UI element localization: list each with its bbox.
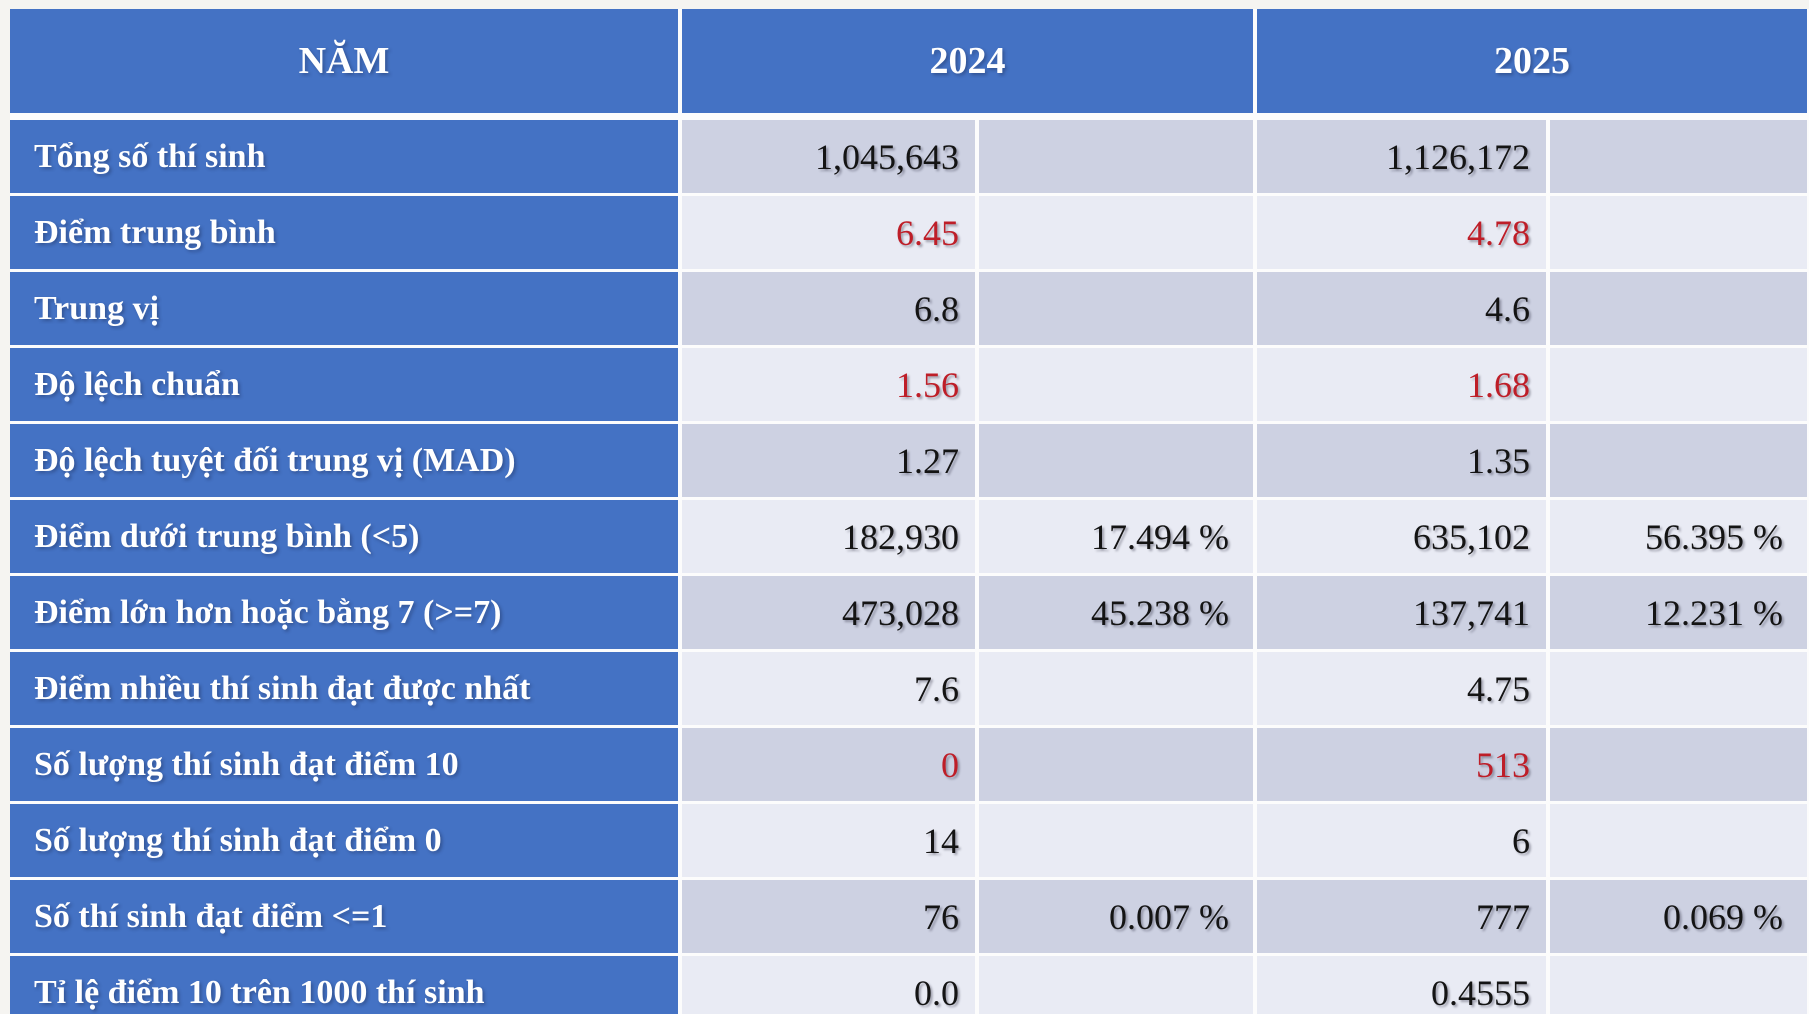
exam-statistics-table: NĂM 2024 2025 Tổng số thí sinh 1,045,643 1…: [10, 9, 1809, 1014]
table-row: Tỉ lệ điểm 10 trên 1000 thí sinh 0.0 0.455…: [10, 954, 1809, 1014]
percent-2025: [1548, 802, 1809, 880]
header-row: NĂM 2024 2025: [10, 9, 1809, 120]
percent-2024: 45.238 %: [977, 574, 1257, 652]
row-label: Tổng số thí sinh: [10, 116, 682, 196]
percent-2024: [977, 802, 1257, 880]
percent-2024: 17.494 %: [977, 498, 1257, 576]
row-label: Điểm lớn hơn hoặc bằng 7 (>=7): [10, 574, 682, 652]
percent-2024: [977, 422, 1257, 500]
value-2024: 1.56: [680, 346, 979, 424]
value-2024: 6.45: [680, 194, 979, 272]
percent-2025: [1548, 422, 1809, 500]
percent-2025: [1548, 346, 1809, 424]
percent-2025: [1548, 194, 1809, 272]
value-2025: 4.78: [1255, 194, 1550, 272]
value-2025: 137,741: [1255, 574, 1550, 652]
value-2025: 0.4555: [1255, 954, 1550, 1014]
table-header: NĂM 2024 2025: [10, 9, 1809, 120]
row-label: Điểm dưới trung bình (<5): [10, 498, 682, 576]
percent-2024: [977, 116, 1257, 196]
header-cell-2024: 2024: [680, 9, 1257, 120]
value-2025: 1.35: [1255, 422, 1550, 500]
value-2025: 513: [1255, 726, 1550, 804]
value-2024: 1,045,643: [680, 116, 979, 196]
value-2025: 6: [1255, 802, 1550, 880]
percent-2024: [977, 346, 1257, 424]
percent-2025: [1548, 726, 1809, 804]
table-row: Điểm trung bình 6.45 4.78: [10, 194, 1809, 272]
value-2024: 14: [680, 802, 979, 880]
percent-2025: 56.395 %: [1548, 498, 1809, 576]
table-row: Độ lệch tuyệt đối trung vị (MAD) 1.27 1.35: [10, 422, 1809, 500]
table-body: Tổng số thí sinh 1,045,643 1,126,172 Điểm t…: [10, 116, 1809, 1014]
table-row: Điểm lớn hơn hoặc bằng 7 (>=7) 473,028 45.…: [10, 574, 1809, 652]
value-2024: 76: [680, 878, 979, 956]
row-label: Số thí sinh đạt điểm <=1: [10, 878, 682, 956]
value-2025: 1,126,172: [1255, 116, 1550, 196]
header-cell-year: NĂM: [10, 9, 682, 120]
value-2024: 0: [680, 726, 979, 804]
value-2024: 473,028: [680, 574, 979, 652]
row-label: Điểm trung bình: [10, 194, 682, 272]
table-row: Tổng số thí sinh 1,045,643 1,126,172: [10, 116, 1809, 196]
table-row: Số thí sinh đạt điểm <=1 76 0.007 % 777 0.06…: [10, 878, 1809, 956]
percent-2024: [977, 194, 1257, 272]
percent-2024: [977, 954, 1257, 1014]
table-row: Trung vị 6.8 4.6: [10, 270, 1809, 348]
percent-2024: [977, 270, 1257, 348]
table-row: Điểm dưới trung bình (<5) 182,930 17.494 %…: [10, 498, 1809, 576]
value-2024: 7.6: [680, 650, 979, 728]
value-2024: 0.0: [680, 954, 979, 1014]
row-label: Số lượng thí sinh đạt điểm 0: [10, 802, 682, 880]
row-label: Tỉ lệ điểm 10 trên 1000 thí sinh: [10, 954, 682, 1014]
header-cell-2025: 2025: [1255, 9, 1809, 120]
value-2025: 4.6: [1255, 270, 1550, 348]
value-2025: 1.68: [1255, 346, 1550, 424]
value-2025: 635,102: [1255, 498, 1550, 576]
percent-2024: [977, 726, 1257, 804]
percent-2024: 0.007 %: [977, 878, 1257, 956]
value-2025: 4.75: [1255, 650, 1550, 728]
table-row: Số lượng thí sinh đạt điểm 0 14 6: [10, 802, 1809, 880]
value-2024: 1.27: [680, 422, 979, 500]
row-label: Điểm nhiều thí sinh đạt được nhất: [10, 650, 682, 728]
table-row: Số lượng thí sinh đạt điểm 10 0 513: [10, 726, 1809, 804]
percent-2025: 12.231 %: [1548, 574, 1809, 652]
percent-2025: 0.069 %: [1548, 878, 1809, 956]
percent-2025: [1548, 954, 1809, 1014]
table-row: Độ lệch chuẩn 1.56 1.68: [10, 346, 1809, 424]
row-label: Số lượng thí sinh đạt điểm 10: [10, 726, 682, 804]
row-label: Độ lệch chuẩn: [10, 346, 682, 424]
percent-2025: [1548, 650, 1809, 728]
value-2025: 777: [1255, 878, 1550, 956]
table-row: Điểm nhiều thí sinh đạt được nhất 7.6 4.75: [10, 650, 1809, 728]
row-label: Trung vị: [10, 270, 682, 348]
percent-2025: [1548, 116, 1809, 196]
value-2024: 6.8: [680, 270, 979, 348]
percent-2024: [977, 650, 1257, 728]
row-label: Độ lệch tuyệt đối trung vị (MAD): [10, 422, 682, 500]
percent-2025: [1548, 270, 1809, 348]
value-2024: 182,930: [680, 498, 979, 576]
